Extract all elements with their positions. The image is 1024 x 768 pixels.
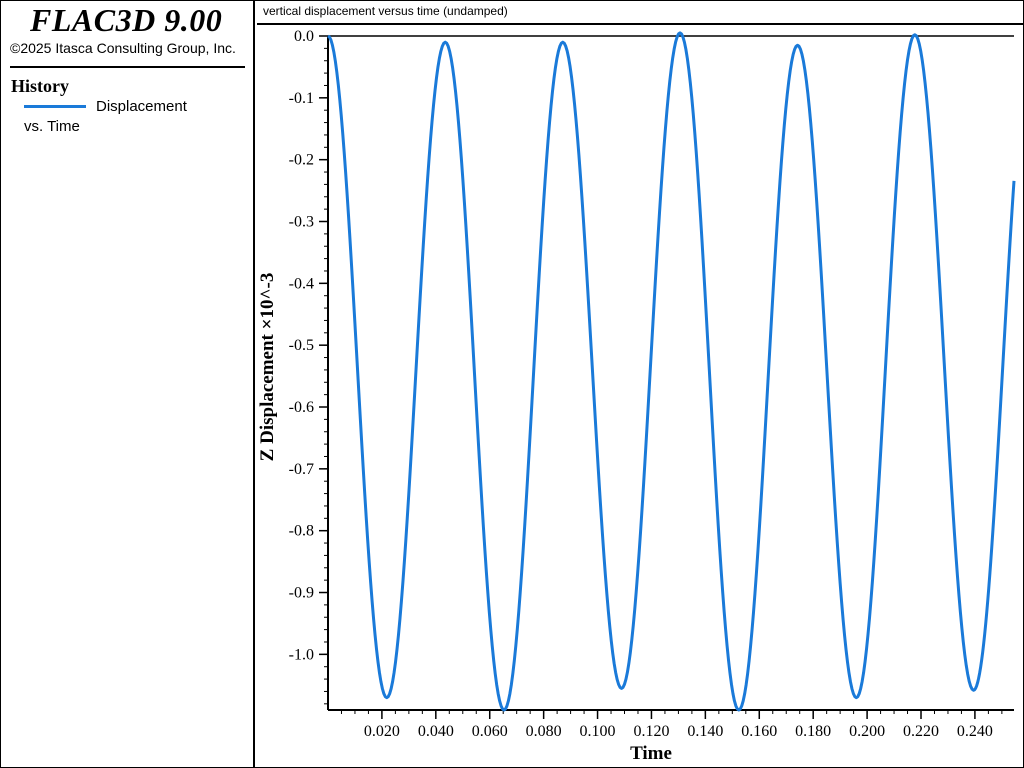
y-axis-label: Z Displacement ×10^-3 xyxy=(257,273,278,462)
x-tick-label: 0.160 xyxy=(741,723,777,740)
legend-label-line2: vs. Time xyxy=(24,118,80,135)
y-tick-label: -1.0 xyxy=(289,646,314,663)
x-tick-label: 0.060 xyxy=(472,723,508,740)
x-tick-label: 0.100 xyxy=(580,723,616,740)
x-tick-label: 0.240 xyxy=(957,723,993,740)
x-tick-label: 0.120 xyxy=(633,723,669,740)
y-tick-label: -0.7 xyxy=(289,461,314,478)
y-tick-label: -0.1 xyxy=(289,90,314,107)
y-tick-label: -0.3 xyxy=(289,214,314,231)
y-tick-label: -0.4 xyxy=(289,275,314,292)
y-tick-label: -0.8 xyxy=(289,523,314,540)
x-tick-label: 0.200 xyxy=(849,723,885,740)
legend-label-line1: Displacement xyxy=(96,98,187,115)
legend-heading: History xyxy=(11,76,69,96)
copyright-text: ©2025 Itasca Consulting Group, Inc. xyxy=(10,40,236,56)
x-tick-label: 0.180 xyxy=(795,723,831,740)
title-divider xyxy=(257,23,1023,25)
x-tick-label: 0.020 xyxy=(364,723,400,740)
series-line-displacement xyxy=(327,31,1016,712)
sidebar-panel: FLAC3D 9.00 ©2025 Itasca Consulting Grou… xyxy=(0,0,255,767)
x-tick-label: 0.040 xyxy=(418,723,454,740)
plot-title: vertical displacement versus time (undam… xyxy=(263,4,508,18)
y-tick-label: -0.9 xyxy=(289,585,314,602)
chart-area: 0.0 -0.1 -0.2 -0.3 -0.4 -0.5 -0.6 -0.7 -0.8 -0.9 -… xyxy=(257,28,1016,764)
x-tick-label: 0.220 xyxy=(903,723,939,740)
y-tick-label: -0.2 xyxy=(289,152,314,169)
y-tick-label: -0.6 xyxy=(289,399,314,416)
legend-line-swatch xyxy=(24,105,86,108)
x-tick-label: 0.080 xyxy=(526,723,562,740)
x-tick-label: 0.140 xyxy=(687,723,723,740)
x-axis-label: Time xyxy=(630,743,672,764)
sidebar-divider xyxy=(10,66,245,68)
app-title: FLAC3D 9.00 xyxy=(30,2,223,38)
y-tick-label: 0.0 xyxy=(294,28,314,45)
y-tick-label: -0.5 xyxy=(289,337,314,354)
